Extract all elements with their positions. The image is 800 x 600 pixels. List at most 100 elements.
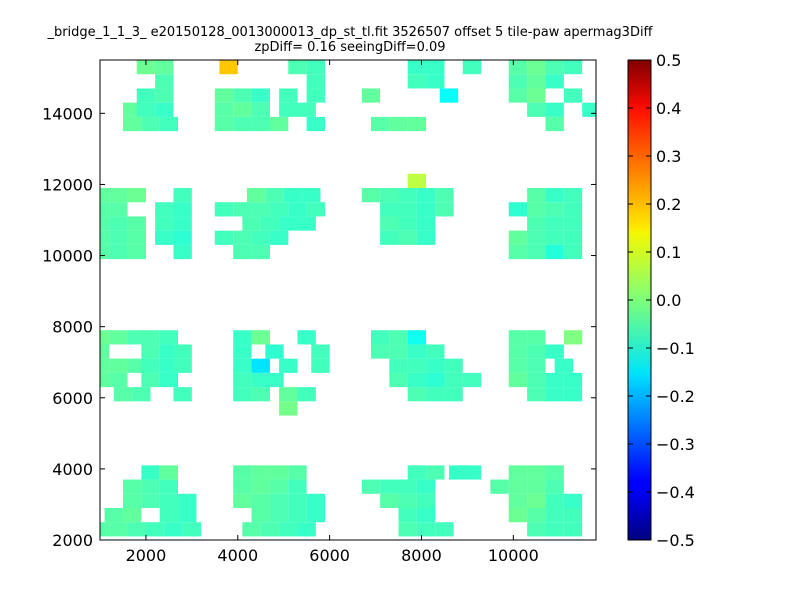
- heatmap-cell: [545, 465, 564, 480]
- heatmap-cell: [159, 493, 179, 508]
- heatmap-cell: [563, 493, 583, 508]
- heatmap-cell: [444, 358, 463, 373]
- heatmap-cell: [380, 202, 399, 217]
- heatmap-cell: [173, 358, 192, 373]
- heatmap-cell: [269, 479, 289, 494]
- heatmap-cell: [265, 372, 284, 388]
- heatmap-cell: [100, 330, 110, 345]
- heatmap-cell: [435, 202, 454, 217]
- heatmap-cell: [545, 116, 564, 132]
- heatmap-cell: [426, 74, 445, 89]
- heatmap-cell: [251, 479, 270, 494]
- heatmap-cell: [100, 372, 110, 388]
- heatmap-cell: [563, 60, 583, 75]
- heatmap-cell: [444, 387, 463, 402]
- heatmap-cell: [233, 358, 252, 373]
- heatmap-cell: [219, 60, 238, 75]
- heatmap-cell: [563, 372, 583, 388]
- heatmap-cell: [100, 230, 110, 245]
- heatmap-cell: [508, 330, 528, 345]
- y-tick-label: 8000: [52, 318, 93, 337]
- heatmap-cell: [122, 102, 142, 117]
- heatmap-cell: [155, 202, 174, 217]
- heatmap-cell: [214, 230, 234, 245]
- y-tick-label: 4000: [52, 460, 93, 479]
- heatmap-cell: [251, 202, 270, 217]
- heatmap-cell: [159, 344, 179, 359]
- heatmap-cell: [426, 465, 445, 480]
- heatmap-cell: [122, 479, 142, 494]
- heatmap-cell: [527, 230, 546, 245]
- heatmap-cell: [407, 387, 427, 402]
- heatmap-cell: [136, 60, 156, 75]
- heatmap-cell: [407, 344, 427, 359]
- chart-subtitle: zpDiff= 0.16 seeingDiff=0.09: [254, 40, 446, 55]
- heatmap-cell: [416, 479, 436, 494]
- heatmap-cell: [545, 372, 564, 388]
- heatmap-cell: [159, 116, 179, 132]
- heatmap-cell: [100, 216, 110, 231]
- heatmap-cell: [361, 88, 381, 103]
- heatmap-cell: [398, 230, 417, 245]
- heatmap-cell: [582, 102, 596, 117]
- heatmap-cell: [233, 116, 252, 132]
- heatmap-cell: [508, 508, 528, 523]
- heatmap-cell: [109, 244, 128, 260]
- heatmap-cell: [279, 522, 298, 537]
- heatmap-cell: [288, 465, 307, 480]
- heatmap-cell: [173, 344, 192, 359]
- heatmap-cell: [251, 493, 270, 508]
- heatmap-cell: [370, 344, 390, 359]
- heatmap-cell: [435, 188, 454, 203]
- heatmap-cell: [380, 479, 399, 494]
- heatmap-cell: [173, 216, 192, 231]
- x-tick-label: 4000: [217, 546, 258, 565]
- heatmap-cell: [407, 60, 427, 75]
- heatmap-cell: [214, 202, 234, 217]
- y-tick-label: 12000: [42, 175, 93, 194]
- heatmap-cell: [269, 202, 289, 217]
- heatmap-cell: [141, 358, 160, 373]
- heatmap-cell: [398, 479, 417, 494]
- heatmap-cell: [279, 102, 298, 117]
- heatmap-cell: [545, 508, 564, 523]
- heatmap-cell: [100, 244, 110, 260]
- heatmap-cell: [159, 465, 179, 480]
- heatmap-cell: [155, 216, 174, 231]
- heatmap-cell: [251, 116, 270, 132]
- heatmap-cell: [527, 358, 546, 373]
- heatmap-cell: [545, 216, 564, 231]
- heatmap-cell: [141, 372, 160, 388]
- heatmap-cell: [462, 465, 482, 480]
- heatmap-cell: [141, 330, 160, 345]
- x-tick-label: 2000: [126, 546, 167, 565]
- heatmap-cell: [251, 358, 270, 373]
- heatmap-cell: [398, 216, 417, 231]
- heatmap-cell: [407, 173, 427, 188]
- colorbar-tick-label: 0.5: [656, 51, 681, 70]
- heatmap-cell: [297, 102, 316, 117]
- heatmap-cell: [288, 202, 307, 217]
- heatmap-cell: [380, 216, 399, 231]
- heatmap-cell: [127, 188, 146, 203]
- heatmap-cell: [127, 244, 146, 260]
- colorbar-tick-label: −0.2: [656, 387, 695, 406]
- heatmap-cell: [527, 493, 546, 508]
- heatmap-cell: [288, 479, 307, 494]
- heatmap-cell: [159, 358, 179, 373]
- heatmap-cell: [508, 88, 528, 103]
- heatmap-cell: [426, 344, 445, 359]
- heatmap-cell: [269, 230, 289, 245]
- heatmap-cell: [283, 188, 303, 203]
- heatmap-cell: [416, 493, 436, 508]
- heatmap-cell: [178, 493, 197, 508]
- heatmap-cell: [233, 493, 252, 508]
- heatmap-cell: [407, 358, 427, 373]
- heatmap-cell: [127, 216, 146, 231]
- heatmap-cell: [297, 216, 316, 231]
- heatmap-cell: [182, 522, 202, 537]
- heatmap-cell: [545, 230, 564, 245]
- heatmap-cell: [416, 522, 436, 537]
- heatmap-cell: [545, 479, 564, 494]
- heatmap-cell: [380, 188, 399, 203]
